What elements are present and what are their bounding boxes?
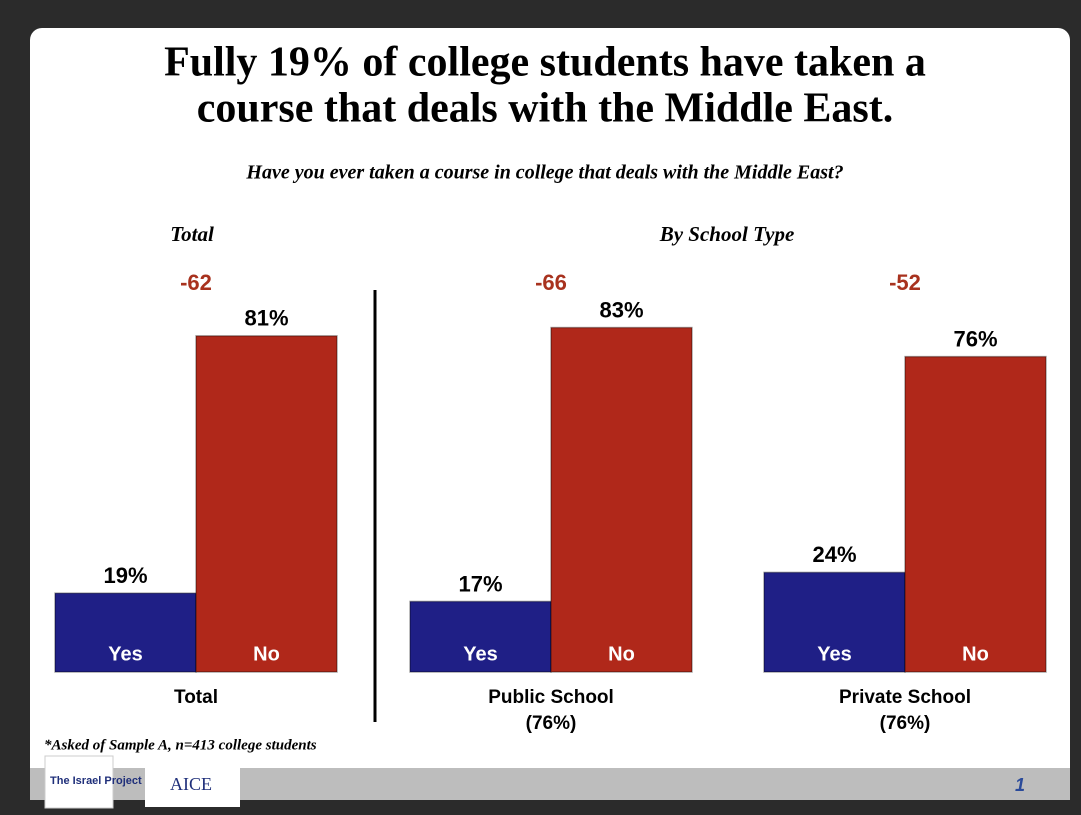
value-label: 19% bbox=[103, 563, 147, 588]
footnote: *Asked of Sample A, n=413 college studen… bbox=[44, 737, 317, 753]
subtitle: Have you ever taken a course in college … bbox=[245, 162, 843, 184]
legend-label: No bbox=[962, 643, 989, 665]
logo-box bbox=[44, 755, 114, 809]
legend-label: No bbox=[253, 643, 280, 665]
category-label: Private School bbox=[839, 687, 971, 708]
category-note: (76%) bbox=[880, 713, 931, 734]
value-label: 24% bbox=[812, 542, 856, 567]
title-line: Fully 19% of college students have taken… bbox=[164, 40, 926, 86]
logo: The Israel Project bbox=[50, 775, 142, 787]
legend-label: Yes bbox=[463, 643, 497, 665]
page-number: 1 bbox=[1015, 775, 1025, 795]
value-label: 83% bbox=[599, 297, 643, 322]
bar bbox=[409, 600, 552, 673]
value-label: 76% bbox=[953, 326, 997, 351]
panel-title: By School Type bbox=[659, 222, 795, 246]
logo: AICE bbox=[170, 774, 212, 794]
legend-label: Yes bbox=[817, 643, 851, 665]
value-label: 81% bbox=[244, 306, 288, 331]
category-label: Total bbox=[174, 687, 218, 708]
legend-label: Yes bbox=[108, 643, 142, 665]
bar bbox=[550, 326, 693, 673]
difference-label: -66 bbox=[535, 270, 567, 295]
bar bbox=[904, 355, 1047, 673]
bar bbox=[54, 592, 197, 673]
bar bbox=[195, 335, 338, 673]
panel-title: Total bbox=[170, 222, 214, 246]
category-note: (76%) bbox=[526, 713, 577, 734]
logo-box bbox=[145, 765, 240, 807]
title-line: course that deals with the Middle East. bbox=[197, 86, 894, 132]
difference-label: -52 bbox=[889, 270, 921, 295]
legend-label: No bbox=[608, 643, 635, 665]
category-label: Public School bbox=[488, 687, 614, 708]
bar bbox=[763, 571, 906, 673]
difference-label: -62 bbox=[180, 270, 212, 295]
value-label: 17% bbox=[458, 571, 502, 596]
